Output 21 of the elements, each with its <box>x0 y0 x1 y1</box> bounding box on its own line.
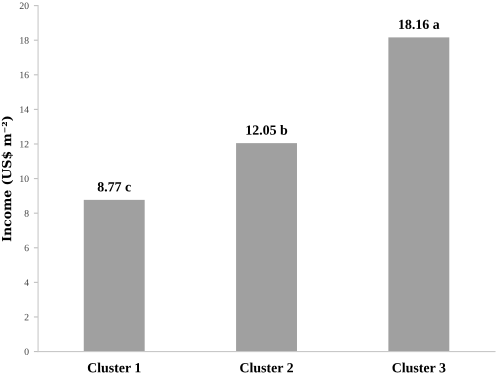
y-tick-label: 8 <box>24 210 29 217</box>
y-tick-label: 0 <box>24 348 29 356</box>
x-tick-label: Cluster 3 <box>392 362 446 372</box>
y-tick-label: 4 <box>24 279 29 286</box>
bar <box>84 200 145 352</box>
y-tick-label: 16 <box>20 72 29 78</box>
y-tick-label: 20 <box>20 2 29 10</box>
y-tick-label: 18 <box>20 37 29 44</box>
y-tick-label: 10 <box>20 175 29 182</box>
y-axis-title: Income (US$ m⁻²) <box>2 116 14 242</box>
x-tick-label: Cluster 1 <box>88 362 141 372</box>
data-label: 12.05 b <box>246 124 288 135</box>
y-tick-label: 2 <box>24 314 29 320</box>
y-tick-label: 12 <box>20 140 29 148</box>
y-tick-label: 6 <box>24 244 29 252</box>
bar <box>236 143 297 352</box>
x-tick-label: Cluster 2 <box>240 362 294 372</box>
bar <box>388 37 450 352</box>
data-label: 18.16 a <box>399 20 440 30</box>
data-label: 8.77 c <box>98 182 131 192</box>
y-tick-label: 14 <box>20 106 29 113</box>
